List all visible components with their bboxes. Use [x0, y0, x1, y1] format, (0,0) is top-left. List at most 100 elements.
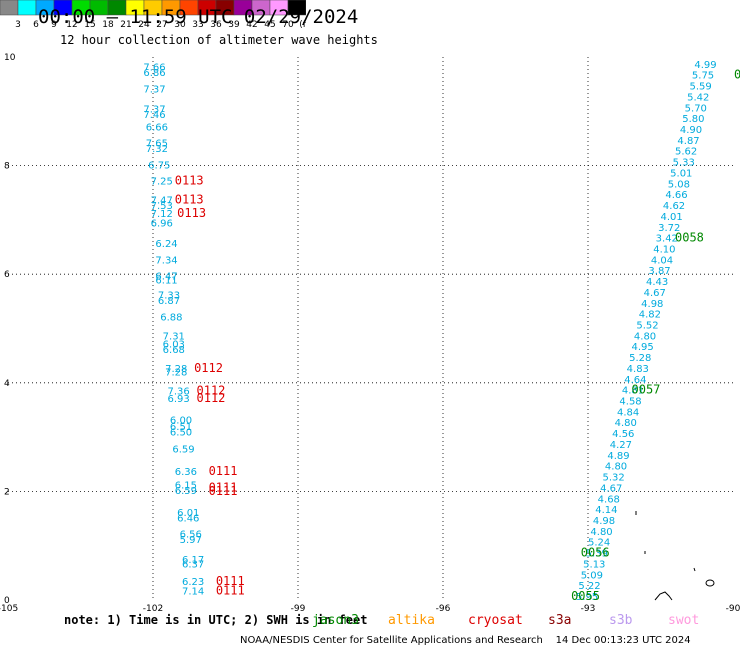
- wave-height-label: 3.72: [658, 223, 680, 234]
- wave-height-label: 7.34: [155, 255, 177, 266]
- wave-height-label: 4.83: [627, 364, 649, 375]
- wave-height-label: 5.01: [670, 168, 692, 179]
- scale-label: 30: [174, 20, 186, 30]
- wave-height-label: 5.39: [586, 549, 608, 560]
- pass-time-label: 0056: [581, 546, 610, 560]
- wave-height-label: 6.59: [175, 486, 197, 497]
- wave-height-label: 5.42: [687, 92, 709, 103]
- scale-label: 39: [228, 20, 240, 30]
- wave-height-label: 4.01: [661, 212, 683, 223]
- pass-time-label: 0: [734, 68, 740, 82]
- wave-height-label: 6.50: [170, 427, 192, 438]
- pass-time-label: 0113: [177, 206, 206, 220]
- wave-height-label: 7.33: [158, 291, 180, 302]
- wave-height-label: 6.11: [155, 275, 177, 286]
- wave-height-label: 4.99: [694, 60, 716, 71]
- wave-height-label: 5.13: [583, 559, 605, 570]
- wave-height-label: 4.68: [598, 494, 620, 505]
- pass-time-label: 0112: [194, 361, 223, 375]
- satellite-legend-cryosat: cryosat: [468, 613, 523, 628]
- wave-height-label: 6.47: [155, 272, 177, 283]
- satellite-legend-s3b: s3b: [609, 613, 633, 628]
- wave-height-label: 6.17: [182, 555, 204, 566]
- x-tick-label: -90: [726, 604, 740, 614]
- wave-height-label: 4.04: [651, 255, 673, 266]
- x-tick-label: -99: [291, 604, 306, 614]
- wave-height-label: 5.70: [685, 103, 707, 114]
- y-tick-label: 0: [4, 596, 10, 606]
- wave-height-label: 5.28: [629, 353, 651, 364]
- wave-height-label: 4.82: [639, 310, 661, 321]
- scale-label: 9: [51, 20, 57, 30]
- footer-credit: NOAA/NESDIS Center for Satellite Applica…: [240, 635, 691, 646]
- scale-label: 21: [120, 20, 131, 30]
- wave-height-label: 5.59: [690, 82, 712, 93]
- pass-time-label: 0111: [216, 584, 245, 598]
- scale-label: 15: [84, 20, 95, 30]
- wave-height-label: 6.66: [146, 122, 168, 133]
- wave-height-label: 4.66: [665, 190, 687, 201]
- wave-height-label: 6.88: [160, 312, 182, 323]
- wave-height-label: 4.84: [617, 407, 639, 418]
- wave-height-label: 4.64: [624, 375, 646, 386]
- x-tick-label: -102: [143, 604, 163, 614]
- pass-time-label: 0058: [675, 231, 704, 245]
- wave-height-label: 6.59: [172, 444, 194, 455]
- wave-height-label: 6.93: [168, 394, 190, 405]
- wave-height-label: 5.09: [581, 570, 603, 581]
- y-tick-label: 8: [4, 162, 10, 172]
- pass-time-label: 0113: [175, 193, 204, 207]
- wave-height-label: 7.37: [143, 104, 165, 115]
- pass-time-label: 0112: [197, 391, 226, 405]
- scale-label: 33: [192, 20, 203, 30]
- page-title: 00:00 – 11:59 UTC 02/29/2024: [38, 6, 359, 28]
- wave-height-label: 6.36: [175, 467, 197, 478]
- pass-time-label: 0112: [197, 384, 226, 398]
- satellite-legend-jason3: jason3: [312, 613, 359, 628]
- scale-label: 18: [102, 20, 114, 30]
- wave-height-label: 3.87: [648, 266, 670, 277]
- satellite-legend-altika: altika: [388, 613, 435, 628]
- scale-label: 12: [66, 20, 77, 30]
- wave-height-label: 7.25: [151, 177, 173, 188]
- page-subtitle: 12 hour collection of altimeter wave hei…: [60, 33, 378, 47]
- wave-height-label: 7.14: [182, 587, 204, 598]
- wave-height-label: 4.43: [646, 277, 668, 288]
- wave-height-label: 4.95: [632, 342, 654, 353]
- wave-height-label: 4.81: [622, 386, 644, 397]
- wave-height-label: 5.33: [673, 158, 695, 169]
- pass-time-label: 0111: [209, 480, 238, 494]
- wave-height-label: 4.80: [634, 331, 656, 342]
- wave-height-label: 4.58: [619, 397, 641, 408]
- wave-height-label: 4.10: [653, 244, 675, 255]
- wave-height-label: 4.80: [590, 527, 612, 538]
- pass-time-label: 0055: [571, 589, 600, 603]
- wave-height-label: 7.31: [163, 331, 185, 342]
- scale-label: 45: [264, 20, 275, 30]
- wave-height-label: 7.46: [143, 110, 165, 121]
- satellite-legend-s3a: s3a: [548, 613, 572, 628]
- wave-height-label: 6.24: [155, 239, 177, 250]
- wave-height-label: 6.86: [143, 68, 165, 79]
- pass-time-label: 0111: [209, 464, 238, 478]
- wave-height-label: 4.62: [663, 201, 685, 212]
- wave-height-label: 6.15: [175, 481, 197, 492]
- scale-label: 6: [33, 20, 39, 30]
- wave-height-label: 5.52: [636, 321, 658, 332]
- wave-height-label: 7.47: [151, 196, 173, 207]
- scale-label: 24: [138, 20, 150, 30]
- wave-height-label: 5.95: [576, 592, 598, 603]
- wave-height-label: 6.51: [170, 422, 192, 433]
- footer-timestamp: 14 Dec 00:13:23 UTC 2024: [555, 635, 691, 646]
- wave-height-label: 7.37: [143, 84, 165, 95]
- wave-height-label: 5.22: [578, 581, 600, 592]
- x-tick-label: -93: [581, 604, 596, 614]
- wave-height-label: 6.03: [163, 340, 185, 351]
- pass-time-label: 0113: [175, 174, 204, 188]
- wave-height-label: 7.28: [165, 364, 187, 375]
- scale-label: 70: [282, 20, 294, 30]
- satellite-legend-swot: swot: [668, 613, 700, 628]
- wave-height-label: 4.98: [593, 516, 615, 527]
- wave-height-label: 5.75: [692, 71, 714, 82]
- wave-height-label: 4.27: [610, 440, 632, 451]
